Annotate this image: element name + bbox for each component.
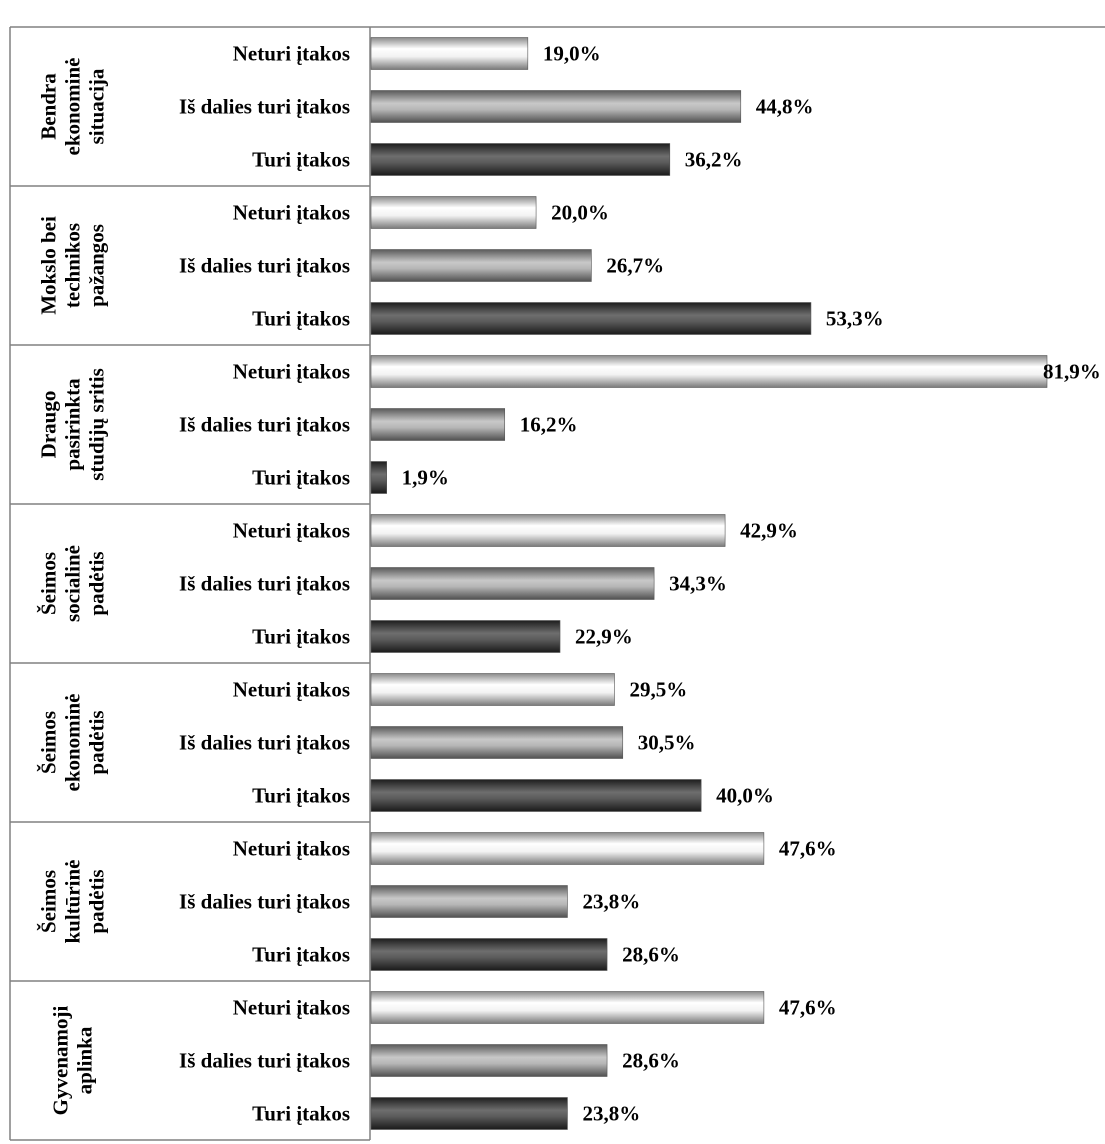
- category-tick-labels: Neturi įtakos Iš dalies turi įtakos Turi į…: [179, 42, 350, 1126]
- value-label: 28,6%: [622, 943, 680, 967]
- group-label: Bendraekonominėsituacija: [37, 57, 109, 155]
- value-labels: 19,0% 44,8% 36,2% 20,0% 26,7% 53,3% 81,9% 16,2%…: [402, 42, 1101, 1126]
- group-label-line: padėtis: [85, 869, 109, 933]
- group-label-line: padėtis: [85, 710, 109, 774]
- value-label: 22,9%: [575, 625, 633, 649]
- value-label: 53,3%: [826, 307, 884, 331]
- bar-is-dalies: [370, 90, 742, 123]
- group-label-line: padėtis: [85, 551, 109, 615]
- value-label: 29,5%: [629, 678, 687, 702]
- group-label-line: situacija: [85, 68, 109, 144]
- value-label: 47,6%: [779, 837, 837, 861]
- bar-turi: [370, 938, 608, 971]
- value-label: 36,2%: [685, 148, 743, 172]
- chart-frame: [9, 26, 1105, 1141]
- bar-is-dalies: [370, 726, 624, 759]
- group-label-line: Draugo: [37, 391, 61, 459]
- group-label-line: Šeimos: [37, 870, 61, 933]
- bar-neturi: [370, 514, 726, 547]
- category-tick-label: Neturi įtakos: [233, 996, 350, 1020]
- category-tick-label: Neturi įtakos: [233, 678, 350, 702]
- category-tick-label: Turi įtakos: [252, 466, 350, 490]
- category-tick-label: Iš dalies turi įtakos: [179, 731, 350, 755]
- value-label: 20,0%: [551, 201, 609, 225]
- value-label: 47,6%: [779, 996, 837, 1020]
- group-label: Šeimosekonominėpadėtis: [37, 693, 109, 791]
- bar-is-dalies: [370, 408, 506, 441]
- bar-turi: [370, 620, 561, 653]
- group-label-line: Šeimos: [37, 552, 61, 615]
- category-tick-label: Iš dalies turi įtakos: [179, 572, 350, 596]
- group-label-line: aplinka: [73, 1026, 97, 1094]
- bar-turi: [370, 302, 812, 335]
- value-label: 23,8%: [582, 890, 640, 914]
- value-label: 81,9%: [1043, 360, 1101, 384]
- value-label: 42,9%: [740, 519, 798, 543]
- group-label: Šeimoskultūrinėpadėtis: [37, 859, 109, 943]
- value-label: 16,2%: [520, 413, 578, 437]
- value-label: 19,0%: [543, 42, 601, 66]
- category-tick-label: Turi įtakos: [252, 943, 350, 967]
- group-label-line: Bendra: [37, 73, 61, 140]
- bar-is-dalies: [370, 1044, 608, 1077]
- category-tick-label: Neturi įtakos: [233, 519, 350, 543]
- value-label: 23,8%: [582, 1102, 640, 1126]
- group-label-line: studijų sritis: [85, 368, 109, 481]
- group-label: Šeimossocialinėpadėtis: [37, 545, 109, 622]
- bars: [370, 37, 1048, 1130]
- group-label-line: ekonominė: [61, 57, 85, 155]
- group-label-line: socialinė: [61, 545, 85, 622]
- group-label: Mokslo beitechnikospažangos: [37, 216, 109, 315]
- group-label-line: Mokslo bei: [37, 216, 61, 315]
- bar-is-dalies: [370, 567, 655, 600]
- value-label: 30,5%: [638, 731, 696, 755]
- group-label-line: kultūrinė: [61, 859, 85, 943]
- group-label-line: Gyvenamoji: [49, 1006, 73, 1116]
- value-label: 1,9%: [402, 466, 449, 490]
- group-label-line: pažangos: [85, 224, 109, 307]
- group-label-line: pasirinkta: [61, 378, 85, 471]
- value-label: 26,7%: [606, 254, 664, 278]
- category-tick-label: Turi įtakos: [252, 148, 350, 172]
- bar-neturi: [370, 196, 537, 229]
- bar-neturi: [370, 832, 765, 865]
- category-tick-label: Iš dalies turi įtakos: [179, 890, 350, 914]
- group-label: Draugopasirinktastudijų sritis: [37, 368, 109, 481]
- value-label: 44,8%: [756, 95, 814, 119]
- group-label-line: technikos: [61, 223, 85, 308]
- group-label-line: ekonominė: [61, 693, 85, 791]
- value-label: 40,0%: [716, 784, 774, 808]
- bar-neturi: [370, 37, 529, 70]
- bar-turi: [370, 779, 702, 812]
- category-tick-label: Turi įtakos: [252, 784, 350, 808]
- value-label: 28,6%: [622, 1049, 680, 1073]
- bar-neturi: [370, 355, 1048, 388]
- bar-turi: [370, 461, 387, 494]
- category-tick-label: Turi įtakos: [252, 1102, 350, 1126]
- category-tick-label: Iš dalies turi įtakos: [179, 95, 350, 119]
- bar-is-dalies: [370, 249, 592, 282]
- category-tick-label: Neturi įtakos: [233, 201, 350, 225]
- group-label-line: Šeimos: [37, 711, 61, 774]
- category-tick-label: Turi įtakos: [252, 625, 350, 649]
- bar-turi: [370, 143, 671, 176]
- category-tick-label: Neturi įtakos: [233, 42, 350, 66]
- category-tick-label: Iš dalies turi įtakos: [179, 413, 350, 437]
- bar-turi: [370, 1097, 568, 1130]
- value-label: 34,3%: [669, 572, 727, 596]
- group-label: Gyvenamojiaplinka: [49, 1006, 97, 1116]
- category-tick-label: Turi įtakos: [252, 307, 350, 331]
- category-tick-label: Neturi įtakos: [233, 837, 350, 861]
- bar-neturi: [370, 673, 615, 706]
- bar-neturi: [370, 991, 765, 1024]
- category-tick-label: Iš dalies turi įtakos: [179, 254, 350, 278]
- bar-is-dalies: [370, 885, 568, 918]
- category-tick-label: Neturi įtakos: [233, 360, 350, 384]
- category-tick-label: Iš dalies turi įtakos: [179, 1049, 350, 1073]
